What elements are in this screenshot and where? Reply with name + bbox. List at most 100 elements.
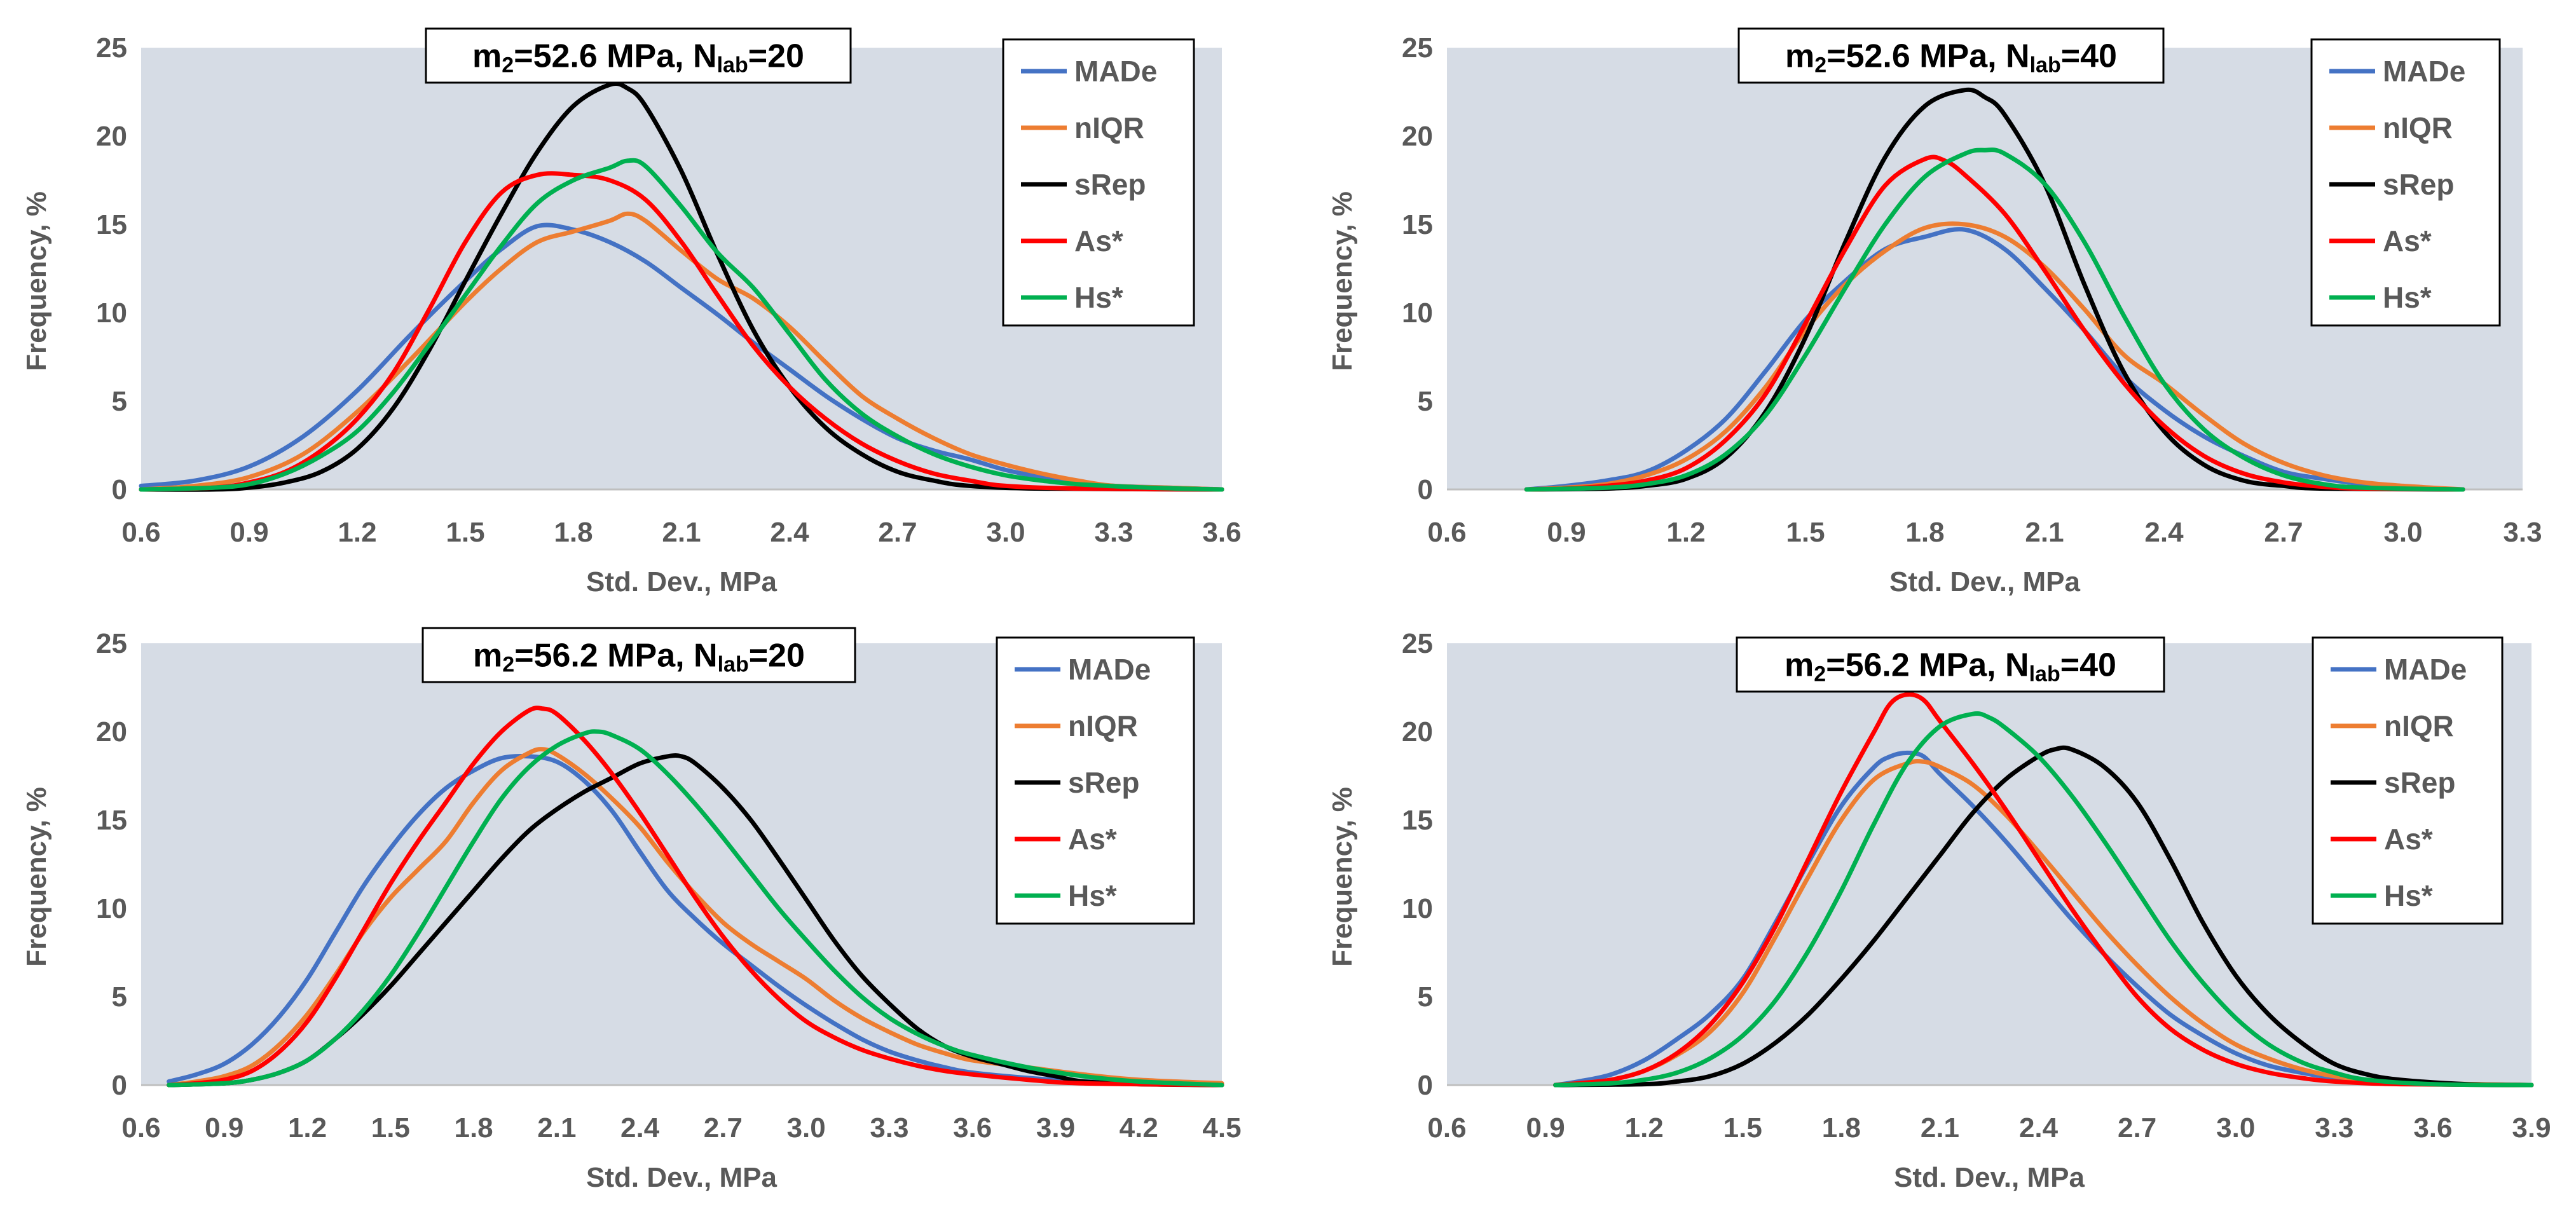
x-tick-label: 3.0 — [986, 517, 1025, 548]
chart-title-box — [425, 27, 852, 84]
y-tick-label: 0 — [112, 474, 127, 505]
x-tick-label: 0.9 — [1526, 1112, 1565, 1144]
x-tick-label: 1.8 — [1822, 1112, 1861, 1144]
x-tick-label: 1.2 — [1625, 1112, 1664, 1144]
title-m: m — [472, 38, 502, 75]
x-tick-label: 3.9 — [1036, 1112, 1075, 1144]
y-tick-label: 20 — [96, 121, 127, 152]
x-tick-label: 1.2 — [338, 517, 376, 548]
series-line-srep — [1524, 87, 2465, 492]
y-axis-label: Frequency, % — [1327, 787, 1358, 967]
series-line-hs-star — [139, 158, 1224, 492]
legend-label: sRep — [2383, 168, 2454, 201]
title-mid: =56.2 MPa, N — [1826, 647, 2029, 684]
y-tick-label: 25 — [1402, 628, 1433, 659]
legend-label: Hs* — [1074, 281, 1123, 314]
legend: MADe nIQR sRep As* Hs* — [2310, 38, 2501, 327]
series-line-made — [139, 222, 1224, 492]
y-tick-label: 10 — [96, 893, 127, 924]
y-tick-label: 15 — [1402, 805, 1433, 836]
legend: MADe nIQR sRep As* Hs* — [996, 636, 1195, 925]
y-tick-label: 25 — [1402, 32, 1433, 64]
y-tick-label: 10 — [1402, 893, 1433, 924]
title-end: =20 — [749, 638, 805, 674]
y-axis-label: Frequency, % — [1327, 191, 1358, 371]
x-tick-label: 1.8 — [454, 1112, 493, 1144]
legend-label: As* — [2384, 823, 2433, 856]
title-m: m — [1785, 38, 1814, 75]
chart-title: m2=52.6 MPa, Nlab=20 — [472, 38, 804, 78]
series-line-made — [167, 753, 1224, 1088]
title-m: m — [1785, 647, 1814, 684]
chart-title-box — [1736, 636, 2165, 693]
x-tick-label: 3.3 — [2315, 1112, 2353, 1144]
x-tick-label: 4.5 — [1202, 1112, 1241, 1144]
y-axis-label: Frequency, % — [21, 787, 52, 967]
legend-label: MADe — [2383, 55, 2465, 88]
x-axis-label: Std. Dev., MPa — [586, 566, 777, 598]
series-line-niqr — [1553, 759, 2534, 1088]
y-tick-label: 5 — [1418, 981, 1433, 1013]
x-tick-label: 1.2 — [1666, 517, 1705, 548]
legend-label: As* — [2383, 224, 2432, 257]
y-tick-label: 10 — [1402, 297, 1433, 329]
legend-label: MADe — [1074, 55, 1157, 88]
series-line-srep — [1553, 745, 2534, 1088]
series-line-srep — [139, 81, 1224, 492]
x-tick-label: 0.6 — [121, 1112, 160, 1144]
series-line-as-star — [139, 171, 1224, 492]
x-tick-label: 4.2 — [1120, 1112, 1158, 1144]
series-line-hs-star — [1553, 711, 2534, 1088]
x-tick-label: 0.9 — [230, 517, 268, 548]
x-tick-label: 1.5 — [1723, 1112, 1762, 1144]
chart-title: m2=56.2 MPa, Nlab=20 — [473, 638, 805, 677]
title-end: =40 — [2061, 38, 2117, 75]
y-tick-label: 0 — [1418, 1070, 1433, 1101]
y-tick-label: 15 — [96, 209, 127, 240]
x-tick-label: 1.5 — [371, 1112, 410, 1144]
x-axis-label: Std. Dev., MPa — [1894, 1162, 2085, 1193]
series-line-niqr — [1524, 221, 2465, 492]
x-tick-label: 3.0 — [787, 1112, 826, 1144]
chart-panel-1: 0 5 10 15 20 25 0.6 0.9 1.2 1.5 1.8 2.1 2.4 2.7 3.0 3.3… — [21, 27, 1242, 598]
chart-panel-2: 0 5 10 15 20 25 0.6 0.9 1.2 1.5 1.8 2.1 2.4 2.7 3.0 3.3… — [1327, 27, 2542, 598]
x-tick-label: 3.6 — [2413, 1112, 2452, 1144]
chart-panel-3: 0 5 10 15 20 25 0.6 0.9 1.2 1.5 1.8 2.1 2.4 2.7 3.0 3.3… — [21, 627, 1242, 1193]
x-tick-label: 3.3 — [2503, 517, 2542, 548]
x-tick-label: 1.2 — [288, 1112, 327, 1144]
chart-title-box — [1737, 27, 2165, 84]
title-end: =20 — [748, 38, 804, 75]
x-tick-label: 2.4 — [620, 1112, 660, 1144]
chart-panel-4: 0 5 10 15 20 25 0.6 0.9 1.2 1.5 1.8 2.1 2.4 2.7 3.0 3.3… — [1327, 628, 2551, 1193]
title-sub-2: 2 — [502, 653, 514, 677]
y-tick-label: 25 — [96, 628, 127, 659]
legend-label: sRep — [1074, 168, 1146, 201]
x-tick-label: 0.6 — [1427, 517, 1466, 548]
x-tick-label: 2.7 — [2118, 1112, 2156, 1144]
legend: MADe nIQR sRep As* Hs* — [1002, 38, 1195, 327]
legend-label: sRep — [2384, 766, 2455, 799]
x-tick-label: 1.5 — [1786, 517, 1825, 548]
legend-label: MADe — [1068, 653, 1151, 686]
x-tick-label: 3.0 — [2216, 1112, 2255, 1144]
legend-label: nIQR — [1074, 111, 1144, 144]
y-tick-label: 20 — [1402, 121, 1433, 152]
chart-title: m2=52.6 MPa, Nlab=40 — [1785, 38, 2117, 78]
legend: MADe nIQR sRep As* Hs* — [2312, 636, 2504, 925]
series-line-as-star — [1524, 154, 2465, 492]
x-tick-label: 3.6 — [953, 1112, 992, 1144]
series-line-hs-star — [1524, 147, 2465, 492]
x-tick-label: 2.4 — [2144, 517, 2184, 548]
y-tick-label: 10 — [96, 297, 127, 329]
legend-label: nIQR — [2383, 111, 2453, 144]
y-tick-label: 0 — [1418, 474, 1433, 505]
title-sub-2: 2 — [1814, 662, 1826, 687]
legend-label: Hs* — [1068, 879, 1117, 912]
title-sub-2: 2 — [502, 53, 514, 78]
y-tick-label: 5 — [112, 386, 127, 417]
x-tick-label: 2.1 — [537, 1112, 576, 1144]
legend-label: nIQR — [1068, 709, 1138, 742]
x-tick-label: 3.0 — [2383, 517, 2422, 548]
x-tick-label: 2.7 — [2264, 517, 2303, 548]
x-tick-label: 2.4 — [770, 517, 809, 548]
